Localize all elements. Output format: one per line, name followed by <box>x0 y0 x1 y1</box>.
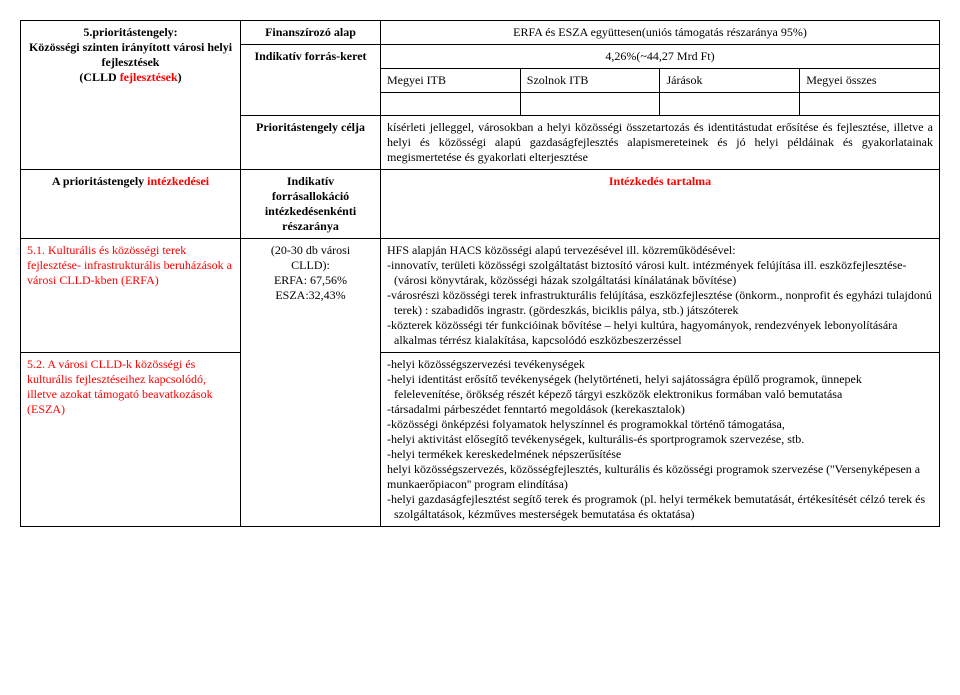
sub-megyei-osszes: Megyei összes <box>800 69 939 93</box>
c52-li7: helyi gazdaságfejlesztést segítő terek é… <box>387 492 933 522</box>
c52-li6: helyi termékek kereskedelmének népszerűs… <box>387 447 933 462</box>
measure-52: 5.2. A városi CLLD-k közösségi és kultur… <box>21 353 241 527</box>
axis-title-clld: (CLLD fejlesztések) <box>79 70 181 84</box>
fund-value: ERFA és ESZA együttesen(uniós támogatás … <box>381 21 940 45</box>
axis-title-cell: 5.prioritástengely: Közösségi szinten ir… <box>21 21 241 170</box>
alloc51-l3: ERFA: 67,56% <box>274 273 347 287</box>
content-52: helyi közösségszervezési tevékenységek h… <box>381 353 940 527</box>
goal-text: kísérleti jelleggel, városokban a helyi … <box>381 116 940 170</box>
alloc-h4: részaránya <box>282 219 339 233</box>
alloc-h3: intézkedésenkénti <box>265 204 356 218</box>
c52-li4: közösségi önképzési folyamatok helyszínn… <box>387 417 933 432</box>
sub-szolnok-itb: Szolnok ITB <box>520 69 660 93</box>
alloc-label: Indikatív forrás-keret <box>241 45 381 116</box>
fund-label: Finanszírozó alap <box>241 21 381 45</box>
itb-subrow: Megyei ITB Szolnok ITB Járások Megyei ös… <box>381 69 940 116</box>
measures-red: intézkedései <box>147 174 209 188</box>
measure-alloc: (20-30 db városi CLLD): ERFA: 67,56% ESZ… <box>241 239 381 527</box>
c51-li1: innovatív, területi közösségi szolgáltat… <box>387 258 933 288</box>
axis-clld-red: fejlesztések <box>120 70 178 84</box>
measures-header: A prioritástengely intézkedései <box>21 170 241 239</box>
content-51: HFS alapján HACS közösségi alapú tervezé… <box>381 239 940 353</box>
alloc-h2: forrásallokáció <box>272 189 349 203</box>
alloc51-l4: ESZA:32,43% <box>275 288 345 302</box>
axis-title-l2: Közösségi szinten irányított városi hely… <box>29 40 232 69</box>
c51-lead: HFS alapján HACS közösségi alapú tervezé… <box>387 243 736 257</box>
measure-51: 5.1. Kulturális és közösségi terek fejle… <box>21 239 241 353</box>
c52-li2: helyi identitást erősítő tevékenységek (… <box>387 372 933 402</box>
c51-li3: közterek közösségi tér funkcióinak bővít… <box>387 318 933 348</box>
sub-blank-4 <box>800 93 939 116</box>
alloc51-l2: CLLD): <box>291 258 330 272</box>
sub-blank-3 <box>660 93 800 116</box>
c51-li2: városrészi közösségi terek infrastruktur… <box>387 288 933 318</box>
alloc-h1: Indikatív <box>287 174 334 188</box>
measures-label: A prioritástengely <box>52 174 147 188</box>
c52-li1: helyi közösségszervezési tevékenységek <box>387 357 933 372</box>
goal-label: Prioritástengely célja <box>241 116 381 170</box>
alloc-col-header: Indikatív forrásallokáció intézkedésenké… <box>241 170 381 239</box>
axis-title-l1: 5.prioritástengely: <box>83 25 177 39</box>
c52-li5: helyi aktivitást elősegítő tevékenységek… <box>387 432 933 447</box>
sub-jarasok: Járások <box>660 69 800 93</box>
content-header: Intézkedés tartalma <box>381 170 940 239</box>
alloc51-l1: (20-30 db városi <box>271 243 350 257</box>
c52-tail1: helyi közösségszervezés, közösségfejlesz… <box>387 462 920 491</box>
sub-blank-2 <box>520 93 660 116</box>
c52-li3: társadalmi párbeszédet fenntartó megoldá… <box>387 402 933 417</box>
sub-blank-1 <box>381 93 520 116</box>
alloc-value: 4,26%(~44,27 Mrd Ft) <box>381 45 940 69</box>
sub-megyei-itb: Megyei ITB <box>381 69 520 93</box>
